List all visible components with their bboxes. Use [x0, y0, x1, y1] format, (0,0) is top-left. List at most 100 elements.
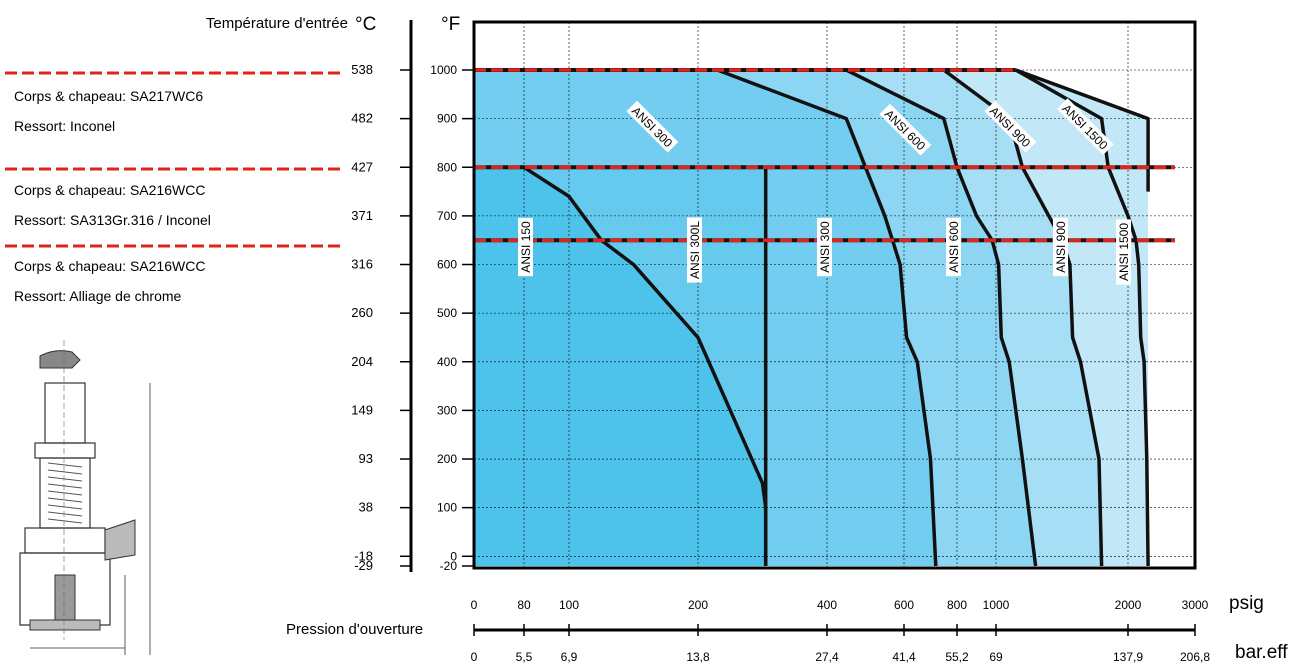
curve-label-group-4: ANSI 150 [518, 217, 533, 277]
curve-label-group-9: ANSI 1500 [1116, 219, 1131, 285]
valve-spring-coil-8 [47, 518, 83, 524]
fahrenheit-unit: °F [441, 14, 460, 35]
curve-label: ANSI 300 [818, 221, 832, 273]
x-psig-tick-9: 3000 [1182, 598, 1209, 612]
valve-body-upper [24, 527, 106, 554]
curve-label-bg [817, 217, 832, 277]
y-f-tick-1: 0 [450, 549, 457, 563]
curve-label: ANSI 300L [688, 221, 702, 279]
curve-label-bg [946, 217, 961, 277]
valve-spring-coil-7 [47, 511, 83, 517]
valve-flange-top [34, 442, 96, 459]
x-bar-tick-3: 13,8 [686, 650, 710, 664]
y-f-tick-8: 700 [437, 209, 457, 223]
y-f-tick-10: 900 [437, 112, 457, 126]
y-c-tick-8: 371 [351, 208, 373, 223]
plot-frame [472, 20, 1197, 570]
x-bar-tick-4: 27,4 [815, 650, 839, 664]
y-f-tick-7: 600 [437, 258, 457, 272]
opening-pressure-label: Pression d'ouverture [286, 621, 423, 638]
curve-label: ANSI 900 [1054, 221, 1068, 273]
y-c-tick-2: 38 [359, 500, 373, 515]
y-c-tick-9: 427 [351, 159, 373, 174]
curve-label-bg [879, 103, 932, 156]
y-c-tick-6: 260 [351, 305, 373, 320]
curve-ansi-600-4 [845, 68, 959, 168]
y-f-tick-5: 400 [437, 355, 457, 369]
curve-label-group-8: ANSI 900 [1053, 217, 1068, 277]
curve-label-group-5: ANSI 300L [687, 217, 702, 283]
x-psig-tick-3: 200 [688, 598, 708, 612]
celsius-unit: °C [355, 14, 376, 35]
x-bar-tick-9: 206,8 [1180, 650, 1210, 664]
curve-label-bg [1056, 98, 1114, 156]
curve-label-group-6: ANSI 300 [817, 217, 832, 277]
curve-label-bg [626, 100, 679, 153]
curve-ansi-300-2 [716, 68, 868, 168]
x-psig-tick-4: 400 [817, 598, 837, 612]
x-bar-tick-8: 137,9 [1113, 650, 1143, 664]
x-psig-tick-1: 80 [517, 598, 531, 612]
curve-label-bg [1053, 217, 1068, 277]
valve-spring-coil-5 [47, 497, 83, 503]
x-bar-tick-5: 41,4 [892, 650, 916, 664]
psig-unit: psig [1229, 593, 1264, 614]
valve-body [19, 552, 111, 626]
valve-inlet-flange [29, 619, 101, 631]
y-c-tick-0: -29 [354, 558, 373, 573]
inlet-temperature-label: Température d'entrée [206, 15, 348, 32]
curve-ansi-300-3 [863, 166, 938, 567]
bar-unit: bar.eff [1235, 642, 1288, 663]
zone-ansi-150 [474, 167, 766, 567]
x-psig-tick-6: 800 [947, 598, 967, 612]
y-c-tick-1: -18 [354, 548, 373, 563]
valve-spring-coil-6 [47, 504, 83, 510]
x-bar-tick-6: 55,2 [945, 650, 969, 664]
y-f-tick-9: 800 [437, 160, 457, 174]
y-c-tick-11: 538 [351, 62, 373, 77]
y-f-tick-6: 500 [437, 306, 457, 320]
valve-outlet-flange [104, 519, 136, 561]
curve-label: ANSI 1500 [1117, 223, 1131, 281]
y-c-tick-5: 204 [351, 354, 373, 369]
valve-spring-coil-3 [47, 483, 83, 489]
valve-bonnet-top [44, 382, 86, 444]
valve-spring-coil-1 [47, 469, 83, 475]
curve-label-bg [518, 217, 533, 277]
curve-ansi-900-7 [1020, 166, 1104, 567]
material-3-spring: Ressort: Alliage de chrome [14, 288, 182, 304]
y-f-tick-0: -20 [440, 559, 458, 573]
y-f-tick-11: 1000 [430, 63, 457, 77]
material-2-body: Corps & chapeau: SA216WCC [14, 182, 205, 198]
x-psig-tick-8: 2000 [1115, 598, 1142, 612]
material-2-spring: Ressort: SA313Gr.316 / Inconel [14, 212, 211, 228]
x-bar-tick-0: 0 [471, 650, 478, 664]
x-psig-tick-2: 100 [559, 598, 579, 612]
material-1-spring: Ressort: Inconel [14, 118, 115, 134]
y-c-tick-4: 149 [351, 402, 373, 417]
y-c-tick-3: 93 [359, 451, 373, 466]
curve-label: ANSI 150 [519, 221, 533, 273]
x-psig-tick-5: 600 [894, 598, 914, 612]
curve-label-bg [687, 217, 702, 283]
material-3-body: Corps & chapeau: SA216WCC [14, 258, 205, 274]
material-1-body: Corps & chapeau: SA217WC6 [14, 88, 203, 104]
x-bar-tick-7: 69 [989, 650, 1003, 664]
curve-ansi-600-5 [955, 166, 1038, 567]
curve-label-bg [984, 100, 1037, 153]
x-psig-tick-7: 1000 [983, 598, 1010, 612]
y-c-tick-7: 316 [351, 257, 373, 272]
x-psig-tick-0: 0 [471, 598, 478, 612]
valve-spring-coil-0 [47, 462, 83, 468]
valve-spring-coil-2 [47, 476, 83, 482]
curve-label-bg [1116, 219, 1131, 285]
y-c-tick-10: 482 [351, 111, 373, 126]
valve-nozzle [54, 574, 76, 626]
zone-ansi-300l [474, 167, 766, 567]
curve-label-group-7: ANSI 600 [946, 217, 961, 277]
valve-lever-icon [39, 350, 81, 369]
x-bar-tick-1: 5,5 [516, 650, 533, 664]
y-f-tick-3: 200 [437, 452, 457, 466]
curve-label: ANSI 600 [947, 221, 961, 273]
